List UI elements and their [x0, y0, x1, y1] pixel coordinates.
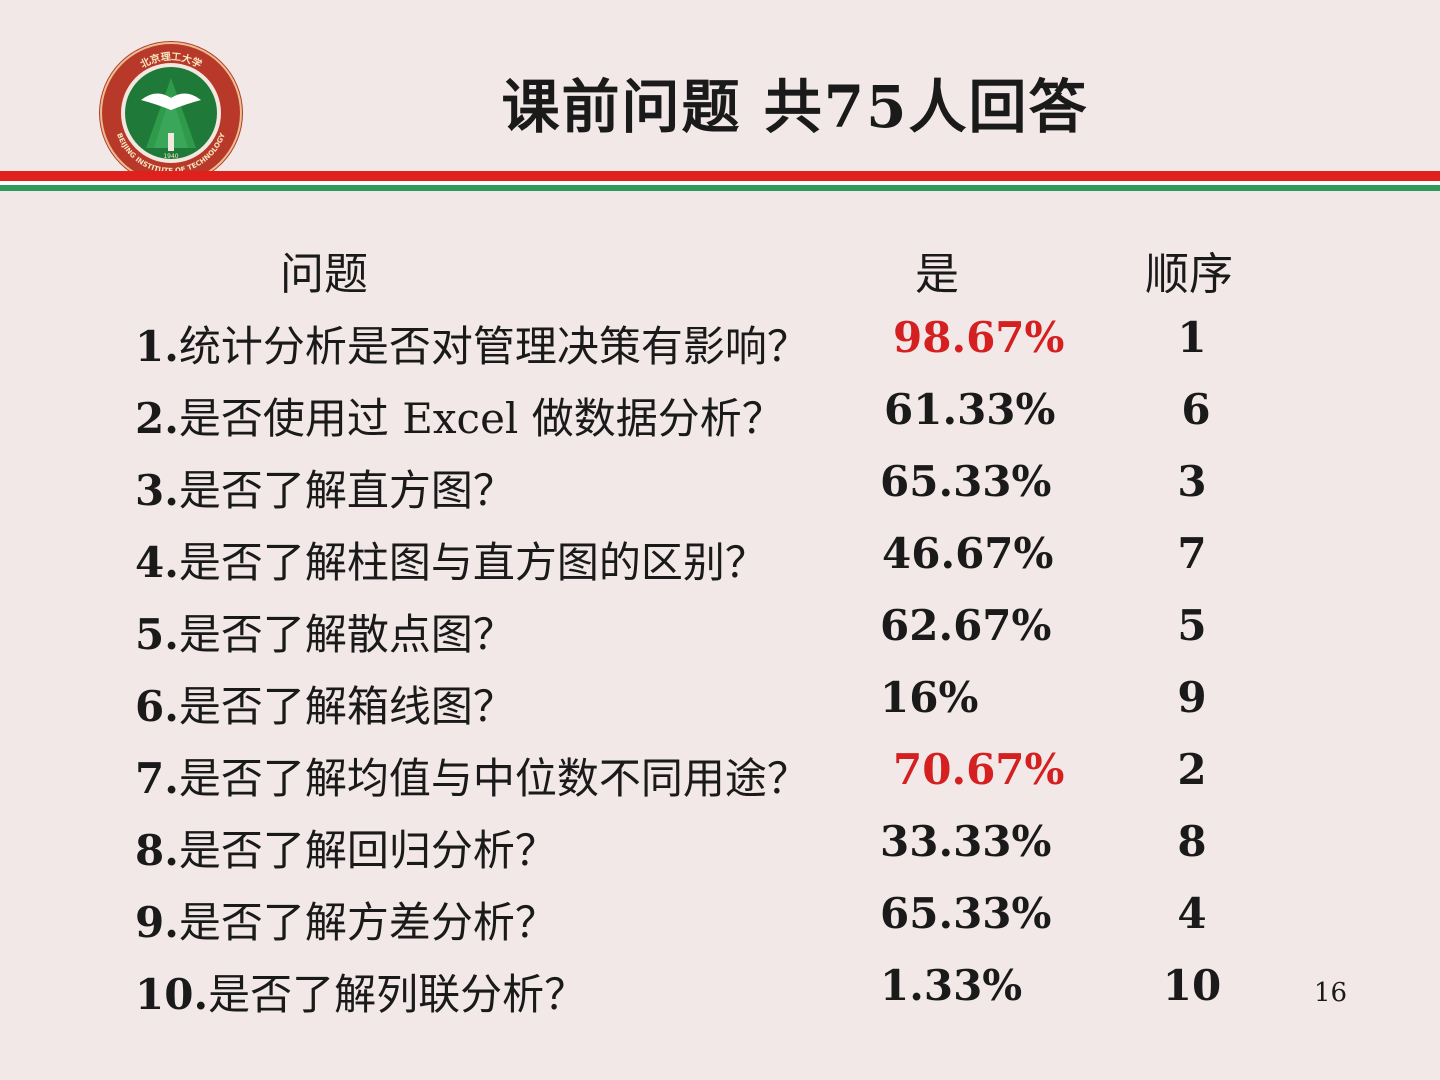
question-text: 4.是否了解柱图与直方图的区别？ [135, 538, 767, 587]
column-header-question: 问题 [280, 249, 368, 300]
table-row: 1.统计分析是否对管理决策有影响？ 98.67% 1 [0, 313, 1440, 385]
divider-red [0, 171, 1440, 181]
rank-order: 10 [1162, 961, 1222, 1010]
rank-order: 3 [1177, 457, 1207, 506]
yes-percentage: 65.33% [880, 457, 1052, 506]
question-text: 8.是否了解回归分析？ [135, 826, 557, 875]
yes-percentage: 70.67% [893, 745, 1065, 794]
svg-text:1940: 1940 [163, 153, 178, 160]
question-text: 9.是否了解方差分析？ [135, 898, 557, 947]
question-text: 2.是否使用过 Excel 做数据分析？ [135, 394, 784, 443]
question-text: 7.是否了解均值与中位数不同用途？ [135, 754, 809, 803]
rank-order: 7 [1177, 529, 1207, 578]
column-header-yes: 是 [915, 249, 959, 300]
table-row: 5.是否了解散点图？ 62.67% 5 [0, 601, 1440, 673]
rank-order: 2 [1177, 745, 1207, 794]
yes-percentage: 33.33% [880, 817, 1052, 866]
table-row: 10.是否了解列联分析？ 1.33% 10 [0, 961, 1440, 1033]
table-row: 2.是否使用过 Excel 做数据分析？ 61.33% 6 [0, 385, 1440, 457]
yes-percentage: 61.33% [884, 385, 1056, 434]
rank-order: 1 [1177, 313, 1207, 362]
question-text: 10.是否了解列联分析？ [135, 970, 587, 1019]
question-text: 6.是否了解箱线图？ [135, 682, 515, 731]
yes-percentage: 62.67% [880, 601, 1052, 650]
rank-order: 4 [1177, 889, 1207, 938]
divider-white [0, 181, 1440, 185]
yes-percentage: 98.67% [893, 313, 1065, 362]
table-row: 3.是否了解直方图？ 65.33% 3 [0, 457, 1440, 529]
page-title: 课前问题 共75人回答 [501, 73, 1089, 141]
column-header-order: 顺序 [1145, 249, 1233, 300]
yes-percentage: 16% [880, 673, 979, 722]
yes-percentage: 46.67% [882, 529, 1054, 578]
page-number: 16 [1314, 978, 1348, 1008]
rank-order: 9 [1177, 673, 1207, 722]
table-row: 6.是否了解箱线图？ 16% 9 [0, 673, 1440, 745]
question-text: 1.统计分析是否对管理决策有影响？ [135, 322, 809, 371]
table-row: 4.是否了解柱图与直方图的区别？ 46.67% 7 [0, 529, 1440, 601]
table-row: 7.是否了解均值与中位数不同用途？ 70.67% 2 [0, 745, 1440, 817]
yes-percentage: 1.33% [880, 961, 1023, 1010]
divider-green [0, 185, 1440, 191]
rank-order: 8 [1177, 817, 1207, 866]
rank-order: 6 [1181, 385, 1211, 434]
table-row: 8.是否了解回归分析？ 33.33% 8 [0, 817, 1440, 889]
university-logo: 北京理工大学 BEIJING INSTITUTE OF TECHNOLOGY 1… [99, 41, 243, 185]
rank-order: 5 [1177, 601, 1207, 650]
question-text: 5.是否了解散点图？ [135, 610, 515, 659]
table-row: 9.是否了解方差分析？ 65.33% 4 [0, 889, 1440, 961]
question-text: 3.是否了解直方图？ [135, 466, 515, 515]
yes-percentage: 65.33% [880, 889, 1052, 938]
